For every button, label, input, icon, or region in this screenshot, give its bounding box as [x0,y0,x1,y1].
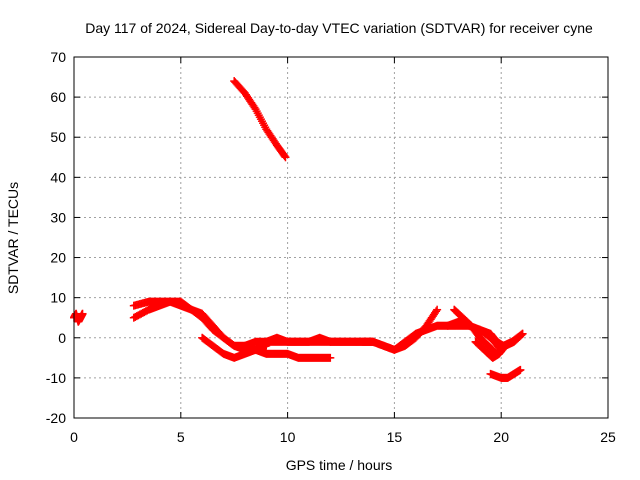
y-tick-label: 20 [50,250,66,266]
plot-frame [73,56,609,419]
axis-ticks [73,56,609,419]
data-point [78,309,87,318]
y-tick-label: 0 [58,330,66,346]
data-points [70,77,527,382]
x-tick-label: 5 [177,429,185,445]
data-point [281,153,290,162]
y-tick-label: 70 [50,49,66,65]
series-arc-4 [129,297,271,354]
y-axis-title: SDTVAR / TECUs [5,182,21,294]
x-tick-label: 0 [70,429,78,445]
y-tick-label: 50 [50,129,66,145]
data-point [433,305,442,314]
y-tick-label: 60 [50,89,66,105]
x-tick-label: 20 [493,429,509,445]
data-point [326,353,335,362]
y-tick-label: -10 [46,370,66,386]
data-point [432,307,441,316]
series-arc-9 [450,305,527,358]
series-arc-6 [240,341,335,362]
chart-title: Day 117 of 2024, Sidereal Day-to-day VTE… [85,20,593,36]
series-arc-10 [443,321,527,350]
y-tick-label: 10 [50,290,66,306]
series-arc-12 [471,337,510,362]
x-tick-label: 25 [600,429,616,445]
data-point [516,365,525,374]
x-tick-label: 10 [280,429,296,445]
y-tick-label: -20 [46,410,66,426]
data-point [517,330,526,339]
tick-labels: 0 5 10 15 20 25 -20 -10 0 10 20 30 40 50 60 70 [46,49,616,445]
series-arc-2 [230,77,290,162]
data-point [280,152,289,161]
series-arc-11 [486,365,525,382]
y-tick-label: 30 [50,209,66,225]
data-point [501,341,510,350]
x-tick-label: 15 [387,429,403,445]
y-tick-label: 40 [50,169,66,185]
data-point [518,329,527,338]
x-axis-title: GPS time / hours [286,457,393,473]
